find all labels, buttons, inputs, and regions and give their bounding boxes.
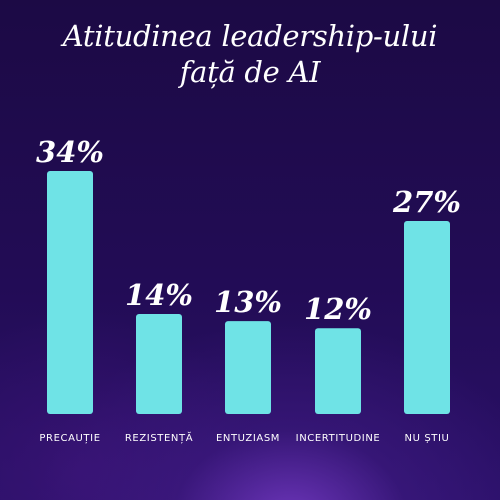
chart-title-line-1: Atitudinea leadership-ului bbox=[62, 19, 438, 53]
bar-entuziasm bbox=[225, 321, 271, 414]
value-label: 34% bbox=[36, 135, 104, 169]
value-label: 14% bbox=[125, 278, 193, 312]
value-label: 12% bbox=[304, 292, 372, 326]
value-label: 13% bbox=[214, 285, 282, 319]
bar-rezisten- bbox=[136, 313, 182, 414]
category-label: NU ȘTIU bbox=[405, 433, 450, 444]
chart-title-line-2: față de AI bbox=[179, 55, 321, 89]
category-label: ENTUZIASM bbox=[216, 433, 280, 444]
bar-nu-tiu bbox=[404, 221, 450, 414]
category-label: INCERTITUDINE bbox=[296, 433, 381, 444]
category-label: PRECAUȚIE bbox=[39, 433, 100, 444]
bar-precau-ie bbox=[47, 171, 93, 414]
value-label: 27% bbox=[392, 185, 461, 219]
chart-title: Atitudinea leadership-ului față de AI bbox=[0, 18, 500, 90]
category-label: REZISTENȚĂ bbox=[125, 431, 193, 444]
bar-incertitudine bbox=[315, 328, 361, 414]
